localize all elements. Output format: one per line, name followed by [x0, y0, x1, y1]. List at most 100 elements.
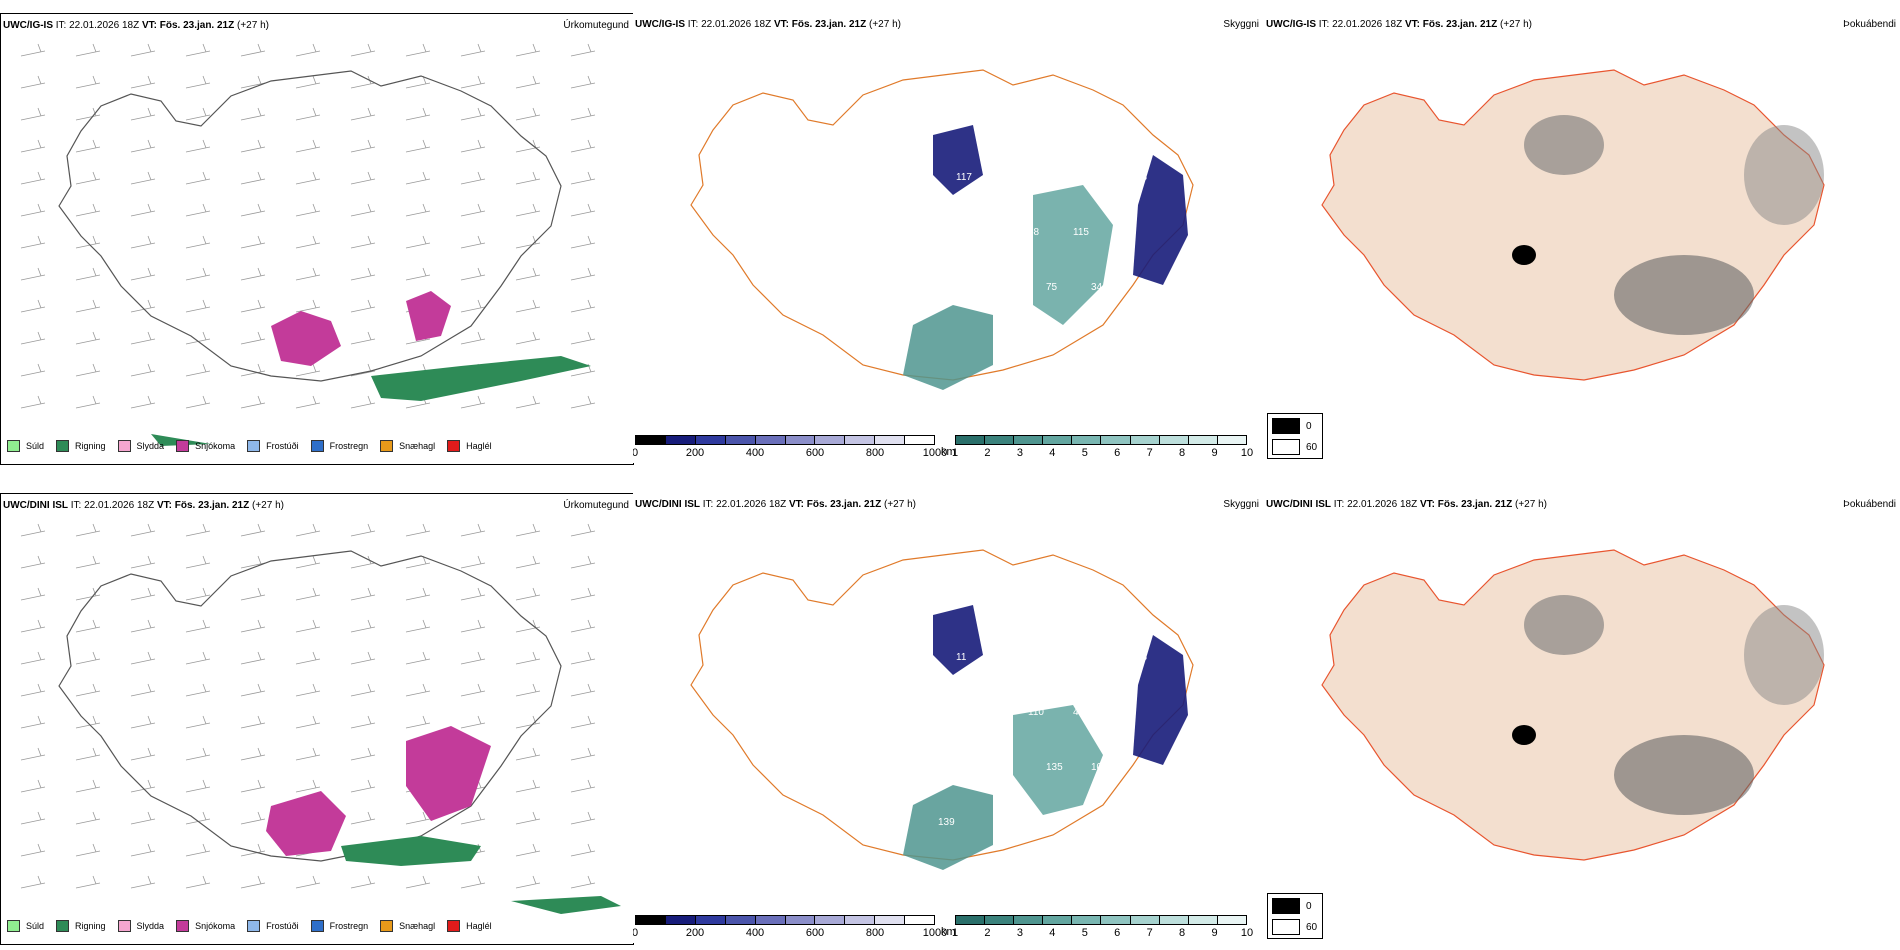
wind-barb: [515, 235, 541, 249]
map-value-label: 32: [956, 762, 968, 773]
vis-scale: 1 2 3 4 5 6 7 8 9 10 km: [941, 915, 1253, 939]
wind-barb: [405, 875, 431, 889]
wind-barb: [20, 139, 46, 153]
wind-barb: [350, 107, 376, 121]
wind-barb: [515, 43, 541, 57]
map-value-label: 80: [911, 282, 923, 293]
legend-item: Slydda: [117, 440, 165, 452]
map-value-label: 58: [983, 707, 995, 718]
wind-barbs: [20, 43, 596, 409]
wind-barb: [185, 587, 211, 601]
map-value-label: 101: [1028, 597, 1045, 608]
scale-tick: 1000: [922, 447, 948, 459]
scale-tick: 10: [1240, 447, 1254, 459]
wind-barb: [240, 299, 266, 313]
wind-barb: [75, 587, 101, 601]
visibility-map: 75 26 75 101 63 61 94 11 87 77 56 28 48 44 58 110 47 61 62…: [690, 549, 1194, 870]
wind-barb: [295, 875, 321, 889]
wind-barb: [20, 363, 46, 377]
wind-barb: [130, 779, 156, 793]
wind-barb: [75, 267, 101, 281]
wind-barb: [75, 299, 101, 313]
map-value-label: 54: [1046, 172, 1058, 183]
wind-barb: [515, 171, 541, 185]
colorbar-cell: [725, 916, 756, 924]
legend-label: Snæhagl: [399, 921, 436, 931]
wind-barb: [570, 171, 596, 185]
wind-barb: [570, 811, 596, 825]
wind-barb: [350, 779, 376, 793]
wind-barb: [460, 811, 486, 825]
wind-barb: [130, 619, 156, 633]
map-value-label: 84: [956, 282, 968, 293]
wind-barb: [295, 139, 321, 153]
wind-barb: [515, 331, 541, 345]
model-name: UWC/IG-IS: [1266, 19, 1316, 30]
lead-time: (+27 h): [252, 500, 284, 511]
wind-barb: [185, 299, 211, 313]
colorbar-cell: [785, 916, 816, 924]
map-value-label: 68: [1028, 227, 1040, 238]
wind-barb: [350, 139, 376, 153]
wind-barb: [240, 75, 266, 89]
legend-item: Slydda: [117, 920, 164, 932]
wind-barb: [20, 715, 46, 729]
wind-barb: [350, 523, 376, 537]
wind-barb: [460, 683, 486, 697]
precip-panel-1: UWC/IG-IS IT: 22.01.2026 18Z VT: Fös. 23…: [0, 13, 634, 465]
panel-label: Þokuábendi: [1843, 499, 1896, 510]
wind-barb: [240, 395, 266, 409]
wind-barb: [130, 651, 156, 665]
scale-tick: 6: [1114, 447, 1121, 459]
colorbar-cell: [1130, 916, 1160, 924]
scale-tick: 5: [1081, 447, 1088, 459]
panel-title: UWC/DINI ISL IT: 22.01.2026 18Z VT: Fös.…: [3, 500, 284, 511]
map-value-label: 86: [1028, 117, 1040, 128]
valid-time: Fös. 23.jan. 21Z: [1422, 19, 1498, 30]
wind-barb: [75, 139, 101, 153]
wind-barb: [515, 523, 541, 537]
colorbar-cell: [1043, 436, 1073, 444]
colorbar-cell: [665, 436, 696, 444]
colorbar-cell: [1072, 916, 1102, 924]
precip-snow: [266, 726, 491, 856]
legend-label: Slydda: [136, 441, 165, 451]
wind-barb: [185, 843, 211, 857]
wind-barb: [240, 875, 266, 889]
colorbar-cell: [1188, 916, 1218, 924]
wind-barb: [130, 587, 156, 601]
map-value-label: 56: [1091, 652, 1103, 663]
map-value-label: 47: [1073, 707, 1085, 718]
precip-snow: [271, 291, 451, 366]
wind-barb: [405, 651, 431, 665]
legend-label: Frostúði: [266, 441, 299, 451]
map-value-label: 58: [1001, 172, 1013, 183]
map-value-label: 71: [893, 337, 905, 348]
wind-barb: [405, 683, 431, 697]
fog-legend-swatch: [1272, 919, 1300, 935]
map-value-label: 62: [911, 762, 923, 773]
wind-barb: [20, 587, 46, 601]
visibility-map: 66 16 62 86 92 16 158 117 58 54 67 63 88 56 79 68 115 110…: [690, 69, 1194, 390]
wind-barb: [185, 395, 211, 409]
legend-swatch: [247, 440, 261, 452]
legend-label: Rigning: [75, 441, 106, 451]
legend-label: Snjókoma: [195, 921, 236, 931]
colorbar-cell: [815, 436, 846, 444]
legend-label: Snjókoma: [195, 441, 236, 451]
issue-time: IT: 22.01.2026 18Z: [70, 500, 155, 511]
lead-time: (+27 h): [869, 19, 901, 30]
wind-barb: [240, 811, 266, 825]
wind-barb: [350, 171, 376, 185]
map-value-label: 77: [1046, 652, 1058, 663]
wind-barb: [240, 139, 266, 153]
legend-swatch: [380, 440, 394, 452]
legend-item: Snæhagl: [380, 440, 435, 452]
wind-barb: [185, 139, 211, 153]
colorbar-cell: [1159, 436, 1189, 444]
valid-time: Fös. 23.jan. 21Z: [159, 20, 235, 31]
valid-label: VT:: [156, 500, 172, 511]
wind-barb: [515, 747, 541, 761]
map-value-label: 56: [1001, 762, 1013, 773]
fog-legend-swatch: [1272, 439, 1300, 455]
